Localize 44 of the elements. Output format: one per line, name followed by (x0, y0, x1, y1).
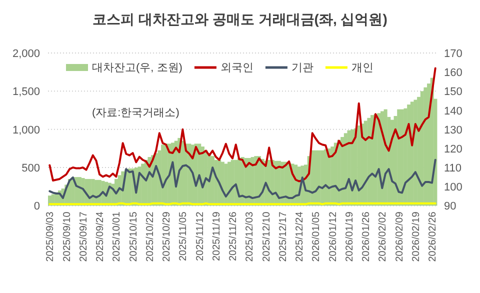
y-tick-label: 1,500 (12, 86, 40, 98)
y2-tick-label: 150 (444, 86, 462, 98)
y2-tick-label: 110 (444, 162, 462, 175)
x-tick-label: 2026/02/19 (410, 211, 422, 262)
x-tick-label: 2026/01/12 (328, 211, 339, 262)
y2-tick-label: 130 (444, 124, 462, 136)
x-tick-label: 2026/02/26 (428, 211, 439, 262)
x-tick-label: 2026/01/19 (344, 211, 356, 262)
x-tick-label: 2025/09/17 (78, 211, 90, 262)
chart-title: 코스피 대차잔고와 공매도 거래대금(좌, 십억원) (92, 11, 388, 27)
x-tick-label: 2026/01/26 (361, 211, 372, 262)
y2-tick-label: 100 (444, 182, 462, 194)
legend-label: 외국인 (220, 62, 254, 74)
x-tick-label: 2025/09/24 (95, 211, 106, 262)
x-tick-label: 2025/09/10 (62, 211, 73, 262)
annotation: (자료:한국거래소) (92, 107, 180, 119)
x-tick-label: 2026/02/09 (394, 211, 406, 262)
y2-tick-label: 160 (444, 67, 462, 80)
x-tick-label: 2026/02/02 (378, 211, 389, 262)
y-tick-label: 1,000 (12, 124, 40, 136)
x-tick-label: 2025/10/15 (128, 211, 140, 262)
legend-label: 대차잔고(우, 조원) (92, 62, 182, 74)
x-tick-label: 2025/10/29 (162, 211, 173, 262)
x-tick-label: 2025/12/03 (244, 211, 256, 262)
x-tick-label: 2025/11/19 (211, 211, 222, 262)
y-tick-label: 2,000 (12, 48, 40, 60)
legend-label: 개인 (351, 62, 374, 74)
x-tick-label: 2025/11/05 (178, 211, 190, 262)
y-tick-label: 0 (34, 200, 40, 213)
x-tick-label: 2025/12/17 (278, 211, 289, 262)
x-tick-label: 2025/09/03 (45, 211, 56, 262)
x-tick-label: 2026/01/05 (311, 211, 322, 262)
y2-tick-label: 90 (444, 200, 456, 213)
y2-tick-label: 120 (444, 143, 462, 156)
legend-label: 기관 (291, 62, 314, 74)
y2-tick-label: 170 (444, 48, 462, 60)
y2-tick-label: 140 (444, 105, 462, 118)
x-tick-label: 2025/11/26 (228, 211, 240, 262)
y-tick-label: 500 (22, 162, 40, 175)
x-tick-label: 2025/11/12 (194, 211, 206, 262)
x-tick-label: 2025/10/01 (112, 211, 123, 262)
x-tick-label: 2025/10/22 (144, 211, 156, 262)
x-tick-label: 2025/12/10 (261, 211, 272, 262)
x-tick-label: 2025/12/24 (294, 211, 306, 262)
